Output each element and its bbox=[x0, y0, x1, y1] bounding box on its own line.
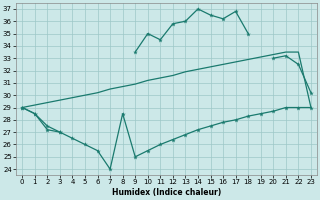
X-axis label: Humidex (Indice chaleur): Humidex (Indice chaleur) bbox=[112, 188, 221, 197]
